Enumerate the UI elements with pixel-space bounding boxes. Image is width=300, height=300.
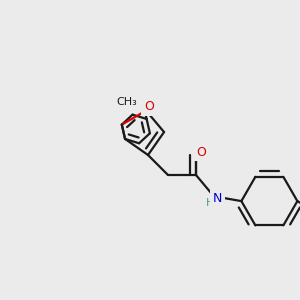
Text: H: H bbox=[206, 198, 214, 208]
Text: CH₃: CH₃ bbox=[117, 98, 137, 107]
Text: O: O bbox=[144, 100, 154, 113]
Text: O: O bbox=[196, 146, 206, 159]
Text: N: N bbox=[213, 192, 223, 205]
